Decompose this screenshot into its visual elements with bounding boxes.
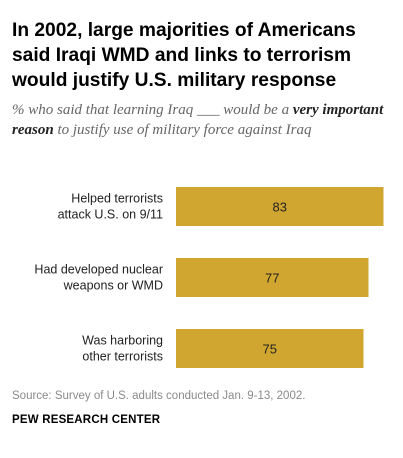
bar-3 (176, 329, 364, 368)
bar-value-label-2: 77 (265, 271, 279, 286)
category-label-1-line-1: Helped terrorists (71, 192, 163, 206)
category-label-2-line-1: Had developed nuclear (34, 263, 163, 277)
category-label-1-line-2: attack U.S. on 9/11 (58, 208, 163, 222)
subtitle-text-end: to justify use of military force against… (53, 122, 312, 138)
chart-title: In 2002, large majorities of Americans s… (12, 20, 356, 91)
subtitle-emphasis: very important reason (12, 102, 384, 138)
brand-label: PEW RESEARCH CENTER (12, 414, 161, 426)
bar-2 (176, 258, 369, 297)
chart-subtitle: % who said that learning Iraq ___ would … (12, 100, 392, 140)
category-label-3-line-1: Was harboring (82, 334, 163, 348)
bar-chart: 83 Helped terrorists attack U.S. on 9/11 77… (34, 187, 384, 368)
bar-1 (176, 187, 384, 226)
source-note: Source: Survey of U.S. adults conducted … (12, 390, 306, 402)
subtitle-text-start: % who said that learning Iraq ___ would … (12, 102, 293, 118)
bar-value-label-3: 75 (263, 342, 277, 357)
category-label-3-line-2: other terrorists (82, 350, 163, 364)
category-label-2-line-2: weapons or WMD (63, 279, 163, 293)
bar-value-label-1: 83 (273, 200, 287, 215)
